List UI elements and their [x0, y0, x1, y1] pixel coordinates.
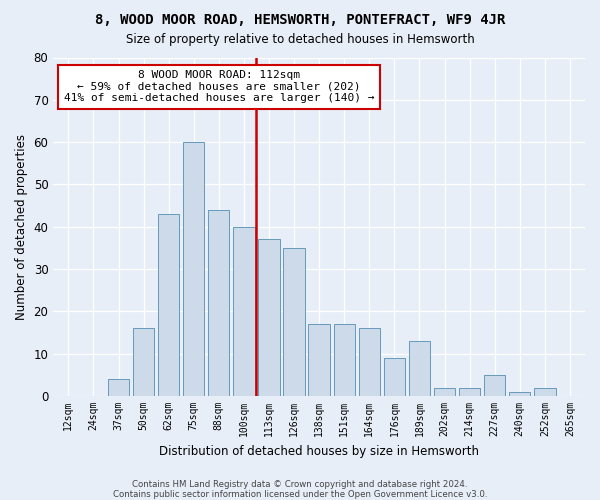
Bar	[158, 214, 179, 396]
Bar	[459, 388, 480, 396]
Bar	[334, 324, 355, 396]
Y-axis label: Number of detached properties: Number of detached properties	[15, 134, 28, 320]
Bar	[409, 341, 430, 396]
Bar	[434, 388, 455, 396]
Bar	[208, 210, 229, 396]
Bar	[233, 227, 254, 396]
Bar	[359, 328, 380, 396]
Bar	[484, 375, 505, 396]
Text: 8 WOOD MOOR ROAD: 112sqm
← 59% of detached houses are smaller (202)
41% of semi-: 8 WOOD MOOR ROAD: 112sqm ← 59% of detach…	[64, 70, 374, 103]
Text: Size of property relative to detached houses in Hemsworth: Size of property relative to detached ho…	[125, 32, 475, 46]
Bar	[384, 358, 405, 396]
Bar	[509, 392, 530, 396]
Bar	[183, 142, 205, 396]
Bar	[308, 324, 330, 396]
Bar	[108, 379, 129, 396]
Bar	[133, 328, 154, 396]
Text: 8, WOOD MOOR ROAD, HEMSWORTH, PONTEFRACT, WF9 4JR: 8, WOOD MOOR ROAD, HEMSWORTH, PONTEFRACT…	[95, 12, 505, 26]
Bar	[283, 248, 305, 396]
X-axis label: Distribution of detached houses by size in Hemsworth: Distribution of detached houses by size …	[159, 444, 479, 458]
Bar	[534, 388, 556, 396]
Text: Contains public sector information licensed under the Open Government Licence v3: Contains public sector information licen…	[113, 490, 487, 499]
Text: Contains HM Land Registry data © Crown copyright and database right 2024.: Contains HM Land Registry data © Crown c…	[132, 480, 468, 489]
Bar	[259, 240, 280, 396]
